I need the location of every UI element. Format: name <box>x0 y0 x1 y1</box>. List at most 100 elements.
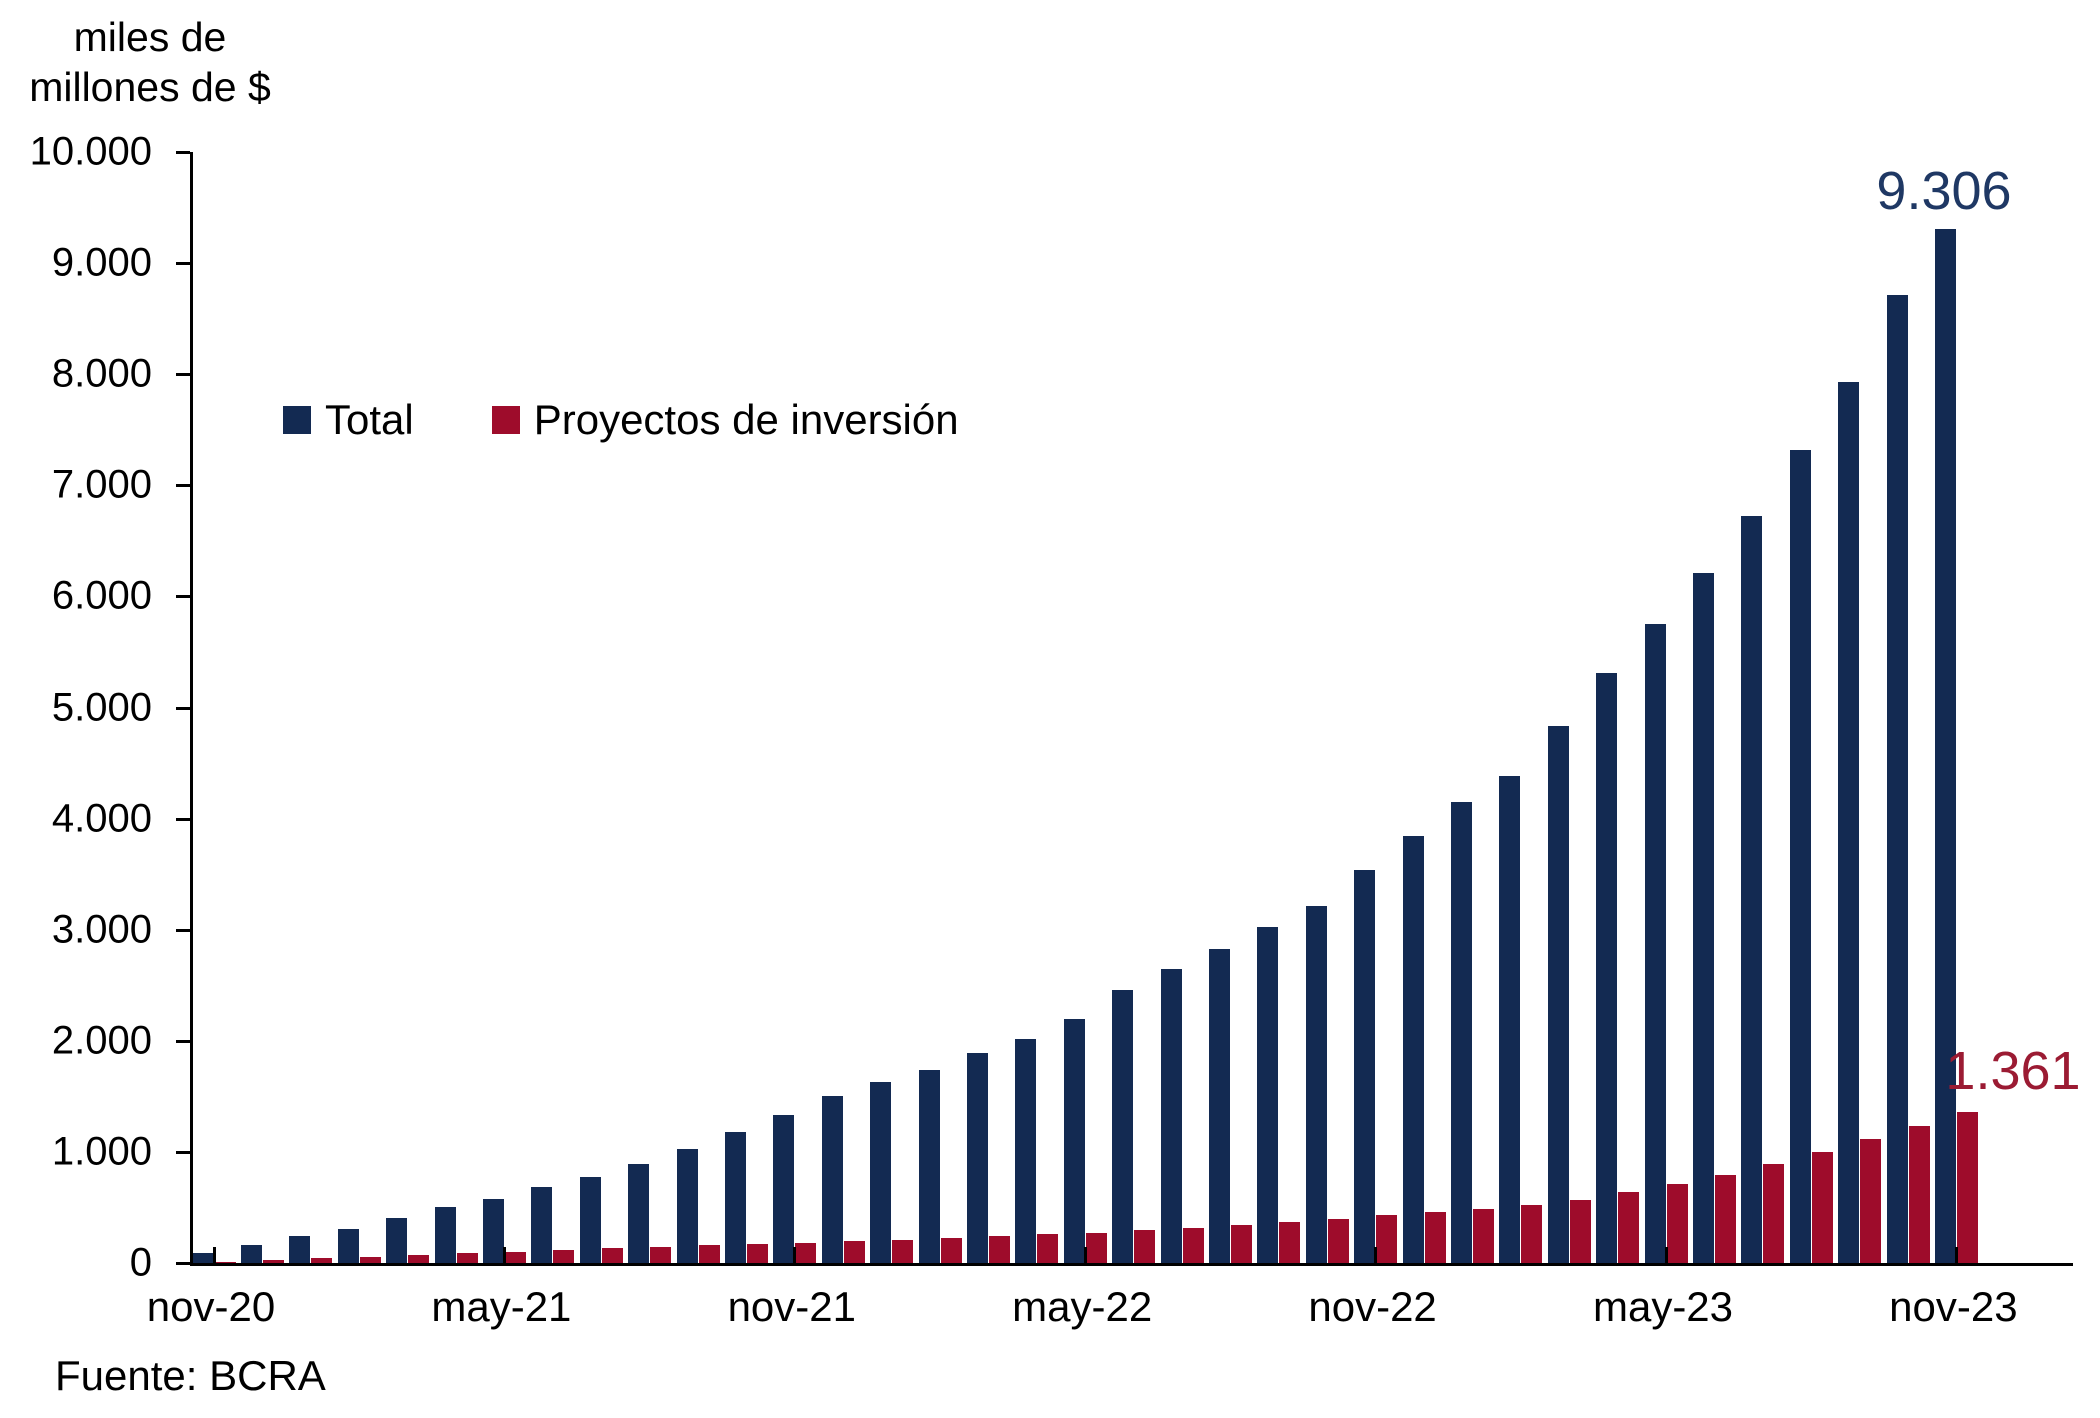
bar-total-ene-23 <box>1450 801 1472 1263</box>
bar-proyectos-may-23 <box>1666 1183 1688 1263</box>
bar-proyectos-abr-21 <box>456 1253 478 1263</box>
bar-proyectos-nov-23 <box>1956 1111 1978 1263</box>
bar-total-jul-21 <box>579 1176 601 1263</box>
bar-proyectos-oct-22 <box>1327 1219 1349 1263</box>
y-axis-unit-title-line2: millones de $ <box>29 64 271 111</box>
bar-total-sep-21 <box>676 1148 698 1263</box>
bar-proyectos-mar-21 <box>408 1255 430 1263</box>
bar-total-nov-21 <box>773 1114 795 1263</box>
bar-proyectos-nov-20 <box>214 1262 236 1263</box>
bar-proyectos-nov-22 <box>1376 1215 1398 1263</box>
bar-total-nov-23 <box>1934 229 1956 1263</box>
legend-item-proyectos: Proyectos de inversión <box>491 396 959 444</box>
bar-proyectos-jul-23 <box>1763 1164 1785 1263</box>
bar-proyectos-dic-22 <box>1424 1211 1446 1263</box>
bar-total-oct-22 <box>1305 906 1327 1263</box>
bar-proyectos-jun-23 <box>1714 1174 1736 1263</box>
bar-total-mar-23 <box>1547 726 1569 1263</box>
bar-proyectos-feb-22 <box>940 1238 962 1263</box>
bar-total-mar-21 <box>386 1217 408 1263</box>
bar-total-dic-22 <box>1402 835 1424 1263</box>
bar-total-jun-22 <box>1112 990 1134 1263</box>
bar-total-sep-22 <box>1257 927 1279 1263</box>
x-tick-label-may-21: may-21 <box>431 1283 572 1330</box>
bar-proyectos-jul-21 <box>601 1248 623 1263</box>
bar-proyectos-ene-21 <box>311 1258 333 1263</box>
bar-total-may-22 <box>1063 1018 1085 1263</box>
bar-total-feb-22 <box>918 1069 940 1263</box>
bar-total-jun-23 <box>1692 573 1714 1263</box>
bar-proyectos-mar-22 <box>988 1236 1010 1263</box>
legend: Total Proyectos de inversión <box>283 396 959 444</box>
y-tick-mark <box>176 817 190 821</box>
plot-area <box>176 151 2073 1266</box>
legend-swatch-icon <box>283 406 311 434</box>
bar-proyectos-ago-21 <box>650 1246 672 1263</box>
bar-total-jul-22 <box>1160 968 1182 1263</box>
bar-proyectos-feb-21 <box>359 1257 381 1263</box>
bar-total-abr-21 <box>434 1206 456 1263</box>
bar-proyectos-dic-20 <box>262 1259 284 1263</box>
x-tick-mark-nov-21 <box>793 1247 797 1263</box>
bar-proyectos-ago-23 <box>1811 1151 1833 1263</box>
legend-item-total: Total <box>283 396 414 444</box>
x-tick-label-nov-20: nov-20 <box>146 1283 276 1330</box>
y-tick-mark <box>176 706 190 710</box>
bar-proyectos-abr-22 <box>1037 1234 1059 1263</box>
x-tick-label-may-22: may-22 <box>1012 1283 1153 1330</box>
bar-proyectos-oct-23 <box>1908 1125 1930 1263</box>
y-tick-label-4.000: 4.000 <box>51 796 152 841</box>
bar-total-may-21 <box>482 1198 504 1263</box>
x-tick-label-nov-21: nov-21 <box>727 1283 856 1330</box>
bar-total-may-23 <box>1644 624 1666 1263</box>
bar-total-nov-20 <box>192 1253 214 1263</box>
y-tick-mark <box>176 1150 190 1154</box>
bar-proyectos-mar-23 <box>1569 1199 1591 1263</box>
y-tick-mark <box>176 151 190 154</box>
y-tick-label-6.000: 6.000 <box>51 573 152 618</box>
bar-total-dic-21 <box>821 1096 843 1263</box>
legend-swatch-icon <box>491 406 520 434</box>
bar-total-ago-22 <box>1208 949 1230 1263</box>
bar-proyectos-sep-21 <box>698 1245 720 1263</box>
data-label-proyectos-last: 1.361 <box>1945 1041 2081 1101</box>
y-tick-label-10.000: 10.000 <box>29 129 152 174</box>
bar-total-feb-23 <box>1499 776 1521 1263</box>
legend-label: Proyectos de inversión <box>533 396 959 443</box>
bar-proyectos-jun-22 <box>1134 1230 1156 1263</box>
bar-total-feb-21 <box>337 1228 359 1263</box>
bar-total-sep-23 <box>1838 381 1860 1263</box>
y-axis-unit-title: miles de millones de $ <box>0 12 300 112</box>
bar-proyectos-abr-23 <box>1618 1191 1640 1263</box>
y-tick-label-3.000: 3.000 <box>51 907 152 952</box>
x-tick-mark-may-22 <box>1083 1247 1087 1263</box>
bar-proyectos-sep-23 <box>1860 1139 1882 1263</box>
bar-proyectos-dic-21 <box>843 1241 865 1263</box>
bar-total-jun-21 <box>531 1187 553 1263</box>
y-tick-label-7.000: 7.000 <box>51 462 152 507</box>
bar-proyectos-jun-21 <box>553 1250 575 1263</box>
bar-total-ago-21 <box>628 1163 650 1263</box>
bar-proyectos-ene-22 <box>892 1239 914 1263</box>
bar-total-ene-22 <box>870 1082 892 1263</box>
y-tick-mark <box>176 484 190 488</box>
x-tick-label-may-23: may-23 <box>1592 1283 1734 1330</box>
y-tick-label-5.000: 5.000 <box>51 685 152 729</box>
x-tick-mark-may-23 <box>1664 1247 1668 1263</box>
bar-total-oct-23 <box>1886 295 1908 1263</box>
bar-proyectos-may-22 <box>1085 1232 1107 1263</box>
bar-total-mar-22 <box>966 1053 988 1263</box>
x-tick-label-nov-22: nov-22 <box>1308 1283 1437 1330</box>
bar-total-ago-23 <box>1789 449 1811 1263</box>
x-tick-mark-nov-20 <box>212 1247 216 1263</box>
legend-label: Total <box>325 396 414 443</box>
y-tick-mark <box>176 928 190 932</box>
bar-total-jul-23 <box>1741 516 1763 1263</box>
bar-total-oct-21 <box>724 1131 746 1263</box>
bar-total-nov-22 <box>1354 869 1376 1263</box>
y-tick-label-1.000: 1.000 <box>51 1129 152 1174</box>
bar-total-dic-20 <box>240 1244 262 1263</box>
bar-proyectos-jul-22 <box>1182 1227 1204 1263</box>
x-tick-mark-nov-22 <box>1374 1247 1378 1263</box>
